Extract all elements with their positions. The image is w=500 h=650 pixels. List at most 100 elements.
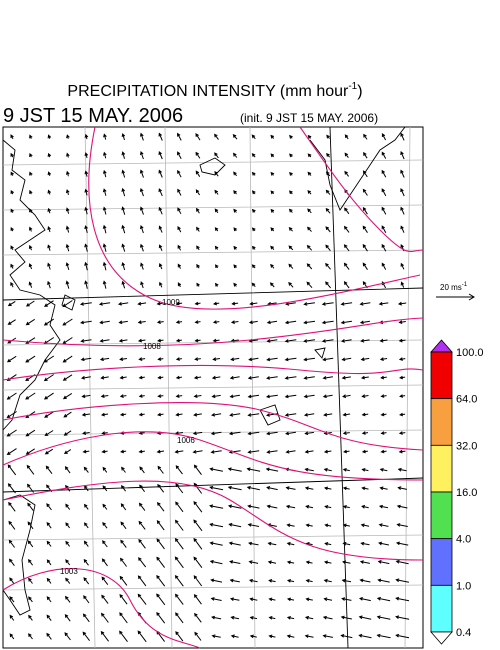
wind-arrow [289, 190, 293, 195]
wind-arrow [120, 503, 127, 511]
wind-arrow [158, 206, 163, 215]
wind-arrow [102, 188, 107, 196]
wind-arrow [325, 281, 331, 289]
wind-arrow [6, 411, 17, 419]
wind-arrow [361, 431, 369, 435]
wind-arrow [139, 466, 145, 474]
wind-arrow [83, 522, 89, 529]
wind-arrow [209, 522, 224, 528]
wind-arrow [193, 464, 202, 475]
wind-arrow [307, 190, 312, 195]
wind-arrow [326, 153, 330, 158]
wind-arrow [304, 449, 314, 454]
wind-arrow [10, 245, 14, 251]
wind-arrow [286, 597, 295, 602]
wind-arrow [196, 207, 200, 214]
wind-arrow [326, 134, 330, 139]
wind-arrow [118, 320, 128, 325]
wind-arrow [84, 206, 88, 215]
colorbar-cap-top [430, 339, 453, 353]
wind-arrow [65, 207, 70, 214]
wind-arrow [46, 596, 52, 603]
wind-arrow [321, 339, 334, 343]
wind-arrow [209, 485, 224, 491]
wind-arrow [63, 449, 72, 454]
wind-arrow [119, 394, 127, 398]
wind-arrow [8, 501, 16, 512]
wind-arrow [158, 151, 163, 160]
wind-arrow [102, 261, 107, 271]
wind-arrow [100, 612, 109, 623]
wind-arrow [177, 207, 182, 215]
wind-arrow [25, 355, 36, 363]
wind-arrow [10, 226, 14, 232]
wind-arrow [342, 523, 350, 528]
wind-arrow [137, 301, 147, 306]
wind-arrow [101, 594, 109, 604]
wind-arrow [177, 282, 182, 288]
wind-arrow [47, 189, 52, 195]
wind-arrow [138, 502, 146, 511]
wind-arrow [397, 486, 408, 490]
init-time: (init. 9 JST 15 MAY. 2006) [240, 111, 378, 125]
wind-arrow [246, 485, 260, 491]
wind-arrow [175, 465, 183, 475]
wind-arrow [10, 171, 14, 176]
wind-arrow [288, 245, 294, 251]
wind-arrow [174, 556, 184, 569]
wind-arrow [65, 280, 70, 289]
wind-arrow [47, 225, 51, 233]
wind-arrow [25, 300, 35, 307]
wind-arrow [7, 300, 16, 307]
wind-arrow [233, 264, 237, 269]
wind-arrow [8, 558, 15, 566]
wind-arrow [307, 134, 312, 139]
wind-arrow [212, 338, 220, 343]
wind-arrow [400, 281, 405, 288]
wind-arrow [233, 190, 237, 195]
wind-arrow [247, 431, 260, 436]
wind-arrow [305, 560, 313, 565]
wind-arrow [270, 153, 275, 158]
wind-arrow [195, 170, 201, 177]
wind-arrow [119, 412, 127, 417]
wind-arrow [306, 244, 313, 251]
wind-arrow [266, 504, 278, 509]
wind-arrow [344, 134, 349, 140]
wind-arrow [121, 132, 126, 141]
wind-arrow [321, 302, 334, 306]
wind-arrow [344, 170, 349, 177]
wind-arrow [8, 520, 16, 530]
wind-arrow [46, 614, 52, 621]
wind-arrow [212, 320, 220, 324]
wind-arrow [307, 153, 312, 158]
wind-arrow [360, 357, 370, 362]
wind-arrow [177, 263, 182, 269]
isobar-label: 1006 [177, 436, 195, 445]
wind-arrow [174, 593, 184, 605]
wind-arrow [43, 318, 54, 326]
wind-arrow [175, 501, 184, 513]
wind-arrow [140, 151, 144, 160]
wind-arrow [303, 394, 315, 399]
wind-arrow [84, 133, 89, 140]
wind-arrow [83, 558, 89, 566]
vector-unit: 20 ms [440, 283, 462, 292]
isobar [2, 568, 201, 649]
wind-arrow [212, 357, 220, 361]
wind-arrow [158, 262, 163, 270]
wind-arrow [362, 206, 368, 215]
wind-arrow [398, 357, 406, 361]
wind-arrow [28, 596, 33, 603]
wind-arrow [266, 320, 278, 325]
wind-arrow [193, 500, 203, 513]
title-sup: -1 [348, 81, 357, 92]
wind-arrow [268, 616, 276, 620]
wind-arrow [303, 320, 316, 325]
wind-arrow [395, 578, 410, 583]
wind-arrow [286, 523, 295, 528]
wind-arrow [10, 189, 14, 195]
wind-arrow [229, 578, 240, 583]
wind-arrow [103, 133, 107, 140]
grid [2, 126, 424, 649]
